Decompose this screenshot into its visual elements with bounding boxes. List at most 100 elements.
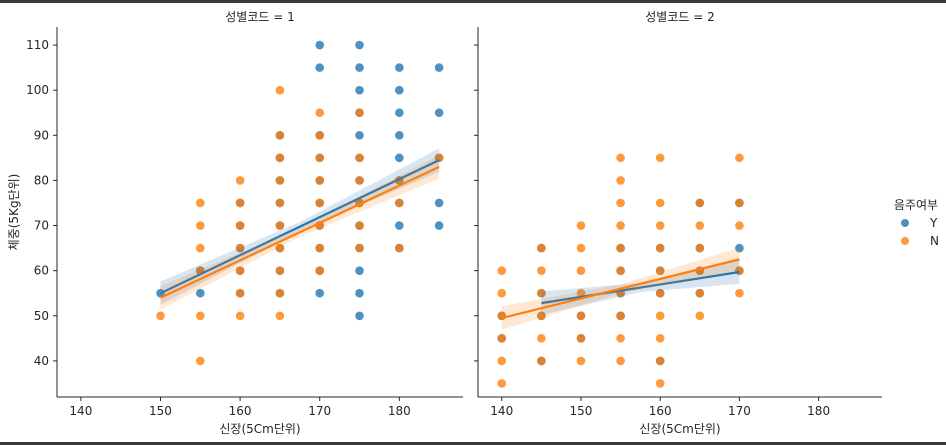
data-point-N	[616, 334, 625, 343]
data-point-Y	[355, 63, 364, 72]
data-point-N	[315, 108, 325, 118]
data-point-N	[275, 266, 285, 275]
data-point-N	[235, 221, 245, 230]
panel-title: 성별코드 = 2	[645, 10, 714, 24]
data-point-N	[576, 243, 586, 253]
regression-line-N	[160, 165, 440, 299]
data-point-Y	[395, 108, 404, 118]
data-point-N	[235, 176, 245, 185]
data-point-N	[655, 266, 665, 275]
y-tick-label: 110	[26, 38, 49, 52]
legend-title: 음주여부	[894, 198, 938, 212]
data-point-N	[616, 266, 625, 275]
data-point-Y	[395, 63, 404, 72]
data-point-Y	[395, 221, 404, 230]
x-tick-label: 150	[149, 404, 172, 418]
y-tick-label: 90	[34, 128, 49, 142]
data-point-N	[537, 243, 546, 253]
data-point-N	[315, 243, 325, 253]
data-point-N	[576, 221, 586, 230]
panels-layer: 140 150 160 170 180 40 50 60 70 80 90 100 110 성별코드 = …	[26, 10, 882, 436]
x-tick-label: 170	[308, 404, 331, 418]
data-point-N	[576, 288, 586, 298]
data-point-Y	[355, 40, 364, 50]
data-point-N	[355, 176, 364, 185]
data-point-Y	[395, 153, 404, 163]
data-point-N	[655, 311, 665, 321]
data-point-N	[195, 221, 205, 230]
legend-label-Y: Y	[929, 216, 938, 230]
data-point-N	[275, 153, 285, 163]
data-point-N	[695, 243, 705, 253]
x-tick-label: 160	[649, 404, 672, 418]
data-point-Y	[355, 266, 364, 275]
data-point-N	[735, 198, 744, 208]
data-point-N	[315, 198, 325, 208]
data-point-N	[695, 288, 705, 298]
data-point-N	[537, 311, 546, 321]
data-point-N	[355, 108, 364, 118]
data-point-N	[655, 198, 665, 208]
data-point-N	[315, 130, 325, 140]
data-point-N	[695, 221, 705, 230]
data-point-N	[275, 85, 285, 95]
data-point-N	[576, 334, 586, 343]
data-point-N	[235, 311, 245, 321]
x-tick-label: 180	[388, 404, 411, 418]
x-tick-label: 140	[69, 404, 92, 418]
y-axis-label: 체중(5Kg단위)	[7, 174, 21, 251]
data-point-N	[655, 356, 665, 366]
data-point-N	[616, 176, 625, 185]
data-point-N	[735, 288, 744, 298]
data-point-N	[275, 130, 285, 140]
data-point-N	[235, 198, 245, 208]
data-point-N	[235, 243, 245, 253]
data-point-N	[497, 334, 507, 343]
data-point-N	[275, 243, 285, 253]
data-point-N	[695, 198, 705, 208]
data-point-N	[195, 356, 205, 366]
regression-line-Y	[160, 159, 440, 295]
data-point-N	[497, 266, 507, 275]
data-point-Y	[434, 63, 444, 72]
y-tick-label: 50	[34, 309, 49, 323]
data-point-N	[616, 311, 625, 321]
legend-marker-Y	[901, 219, 909, 227]
x-tick-label: 170	[728, 404, 751, 418]
legend-marker-N	[901, 237, 909, 245]
regression-line-Y	[541, 270, 740, 305]
data-point-N	[537, 288, 546, 298]
data-point-Y	[315, 40, 325, 50]
data-point-N	[616, 153, 625, 163]
data-point-N	[275, 176, 285, 185]
y-tick-label: 100	[26, 83, 49, 97]
data-point-N	[655, 288, 665, 298]
data-point-N	[315, 266, 325, 275]
data-point-N	[497, 379, 507, 388]
x-axis-label: 신장(5Cm단위)	[219, 422, 300, 436]
data-point-N	[537, 334, 546, 343]
data-point-N	[195, 198, 205, 208]
y-tick-label: 60	[34, 264, 49, 278]
data-point-Y	[315, 288, 325, 298]
data-point-N	[537, 356, 546, 366]
window-top-border	[0, 0, 946, 3]
data-point-N	[616, 221, 625, 230]
data-point-Y	[395, 85, 404, 95]
y-tick-label: 70	[34, 219, 49, 233]
data-point-Y	[355, 130, 364, 140]
data-point-N	[655, 153, 665, 163]
data-point-N	[235, 288, 245, 298]
data-point-N	[735, 221, 744, 230]
legend: 음주여부 Y N	[894, 198, 939, 248]
x-tick-label: 180	[807, 404, 830, 418]
data-point-N	[616, 243, 625, 253]
data-point-N	[655, 334, 665, 343]
x-tick-label: 150	[570, 404, 593, 418]
legend-label-N: N	[930, 234, 939, 248]
data-point-N	[395, 243, 404, 253]
x-tick-label: 140	[490, 404, 513, 418]
data-point-N	[355, 221, 364, 230]
data-point-N	[576, 266, 586, 275]
data-point-Y	[195, 288, 205, 298]
